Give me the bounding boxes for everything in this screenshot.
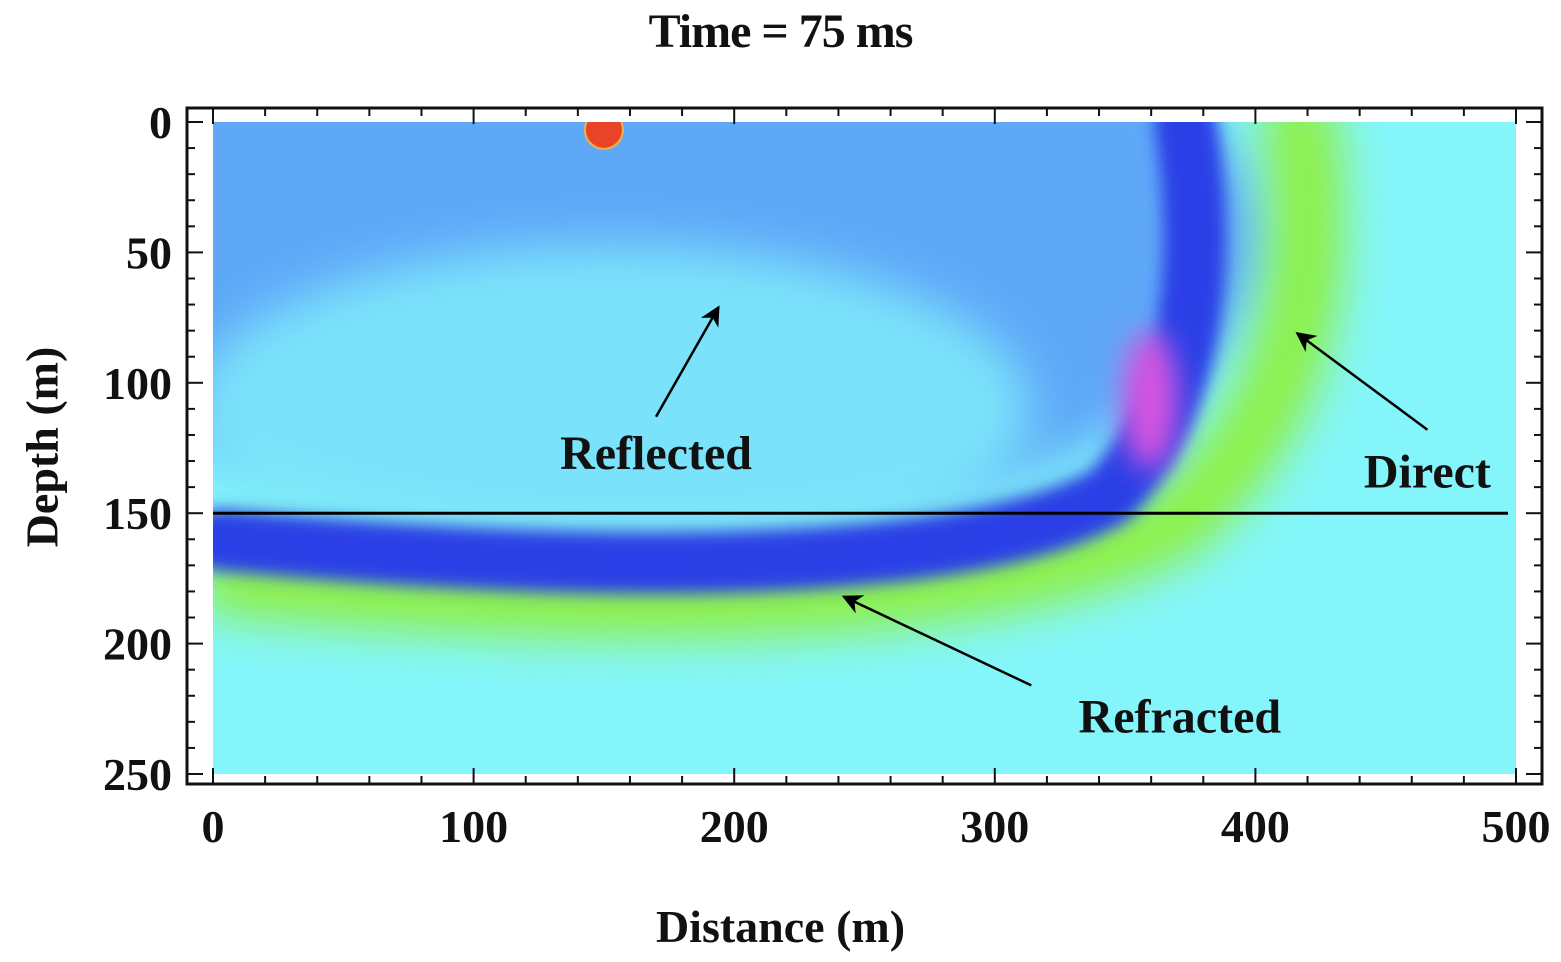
x-axis-label: Distance (m) [655,901,906,952]
annotation-label-reflected: Reflected [560,427,752,480]
y-tick-label: 100 [103,358,172,409]
annotation-label-direct: Direct [1364,445,1491,498]
annotation-label-refracted: Refracted [1079,691,1282,744]
annotation-arrow-direct [1295,332,1429,431]
wavefield-heatmap [213,122,1516,774]
chart-title: Time = 75 ms [648,5,914,58]
x-tick-label: 500 [1482,801,1551,852]
x-axis-ticks: 0 100 200 300 400 500 [202,108,1551,852]
x-tick-label: 100 [439,801,508,852]
annotation-arrow-refracted [841,595,1032,687]
annotation-arrow-reflected [654,305,720,418]
x-tick-label: 300 [960,801,1029,852]
y-axis-ticks: 0 50 100 150 200 250 [103,97,1542,800]
y-tick-label: 50 [126,227,172,278]
reflected-region-green [213,245,1030,575]
y-tick-label: 250 [103,749,172,800]
annotations: Reflected Direct Refracted [560,305,1491,744]
y-tick-label: 0 [149,97,172,148]
x-tick-label: 400 [1221,801,1290,852]
y-tick-label: 150 [103,488,172,539]
source-marker [583,122,624,150]
x-tick-label: 0 [202,801,225,852]
x-tick-label: 200 [700,801,769,852]
y-tick-label: 200 [103,619,172,670]
wavefront-dark-blue [213,122,1226,594]
direct-wave-green [213,122,1343,638]
wavefront-magenta [1122,330,1178,470]
